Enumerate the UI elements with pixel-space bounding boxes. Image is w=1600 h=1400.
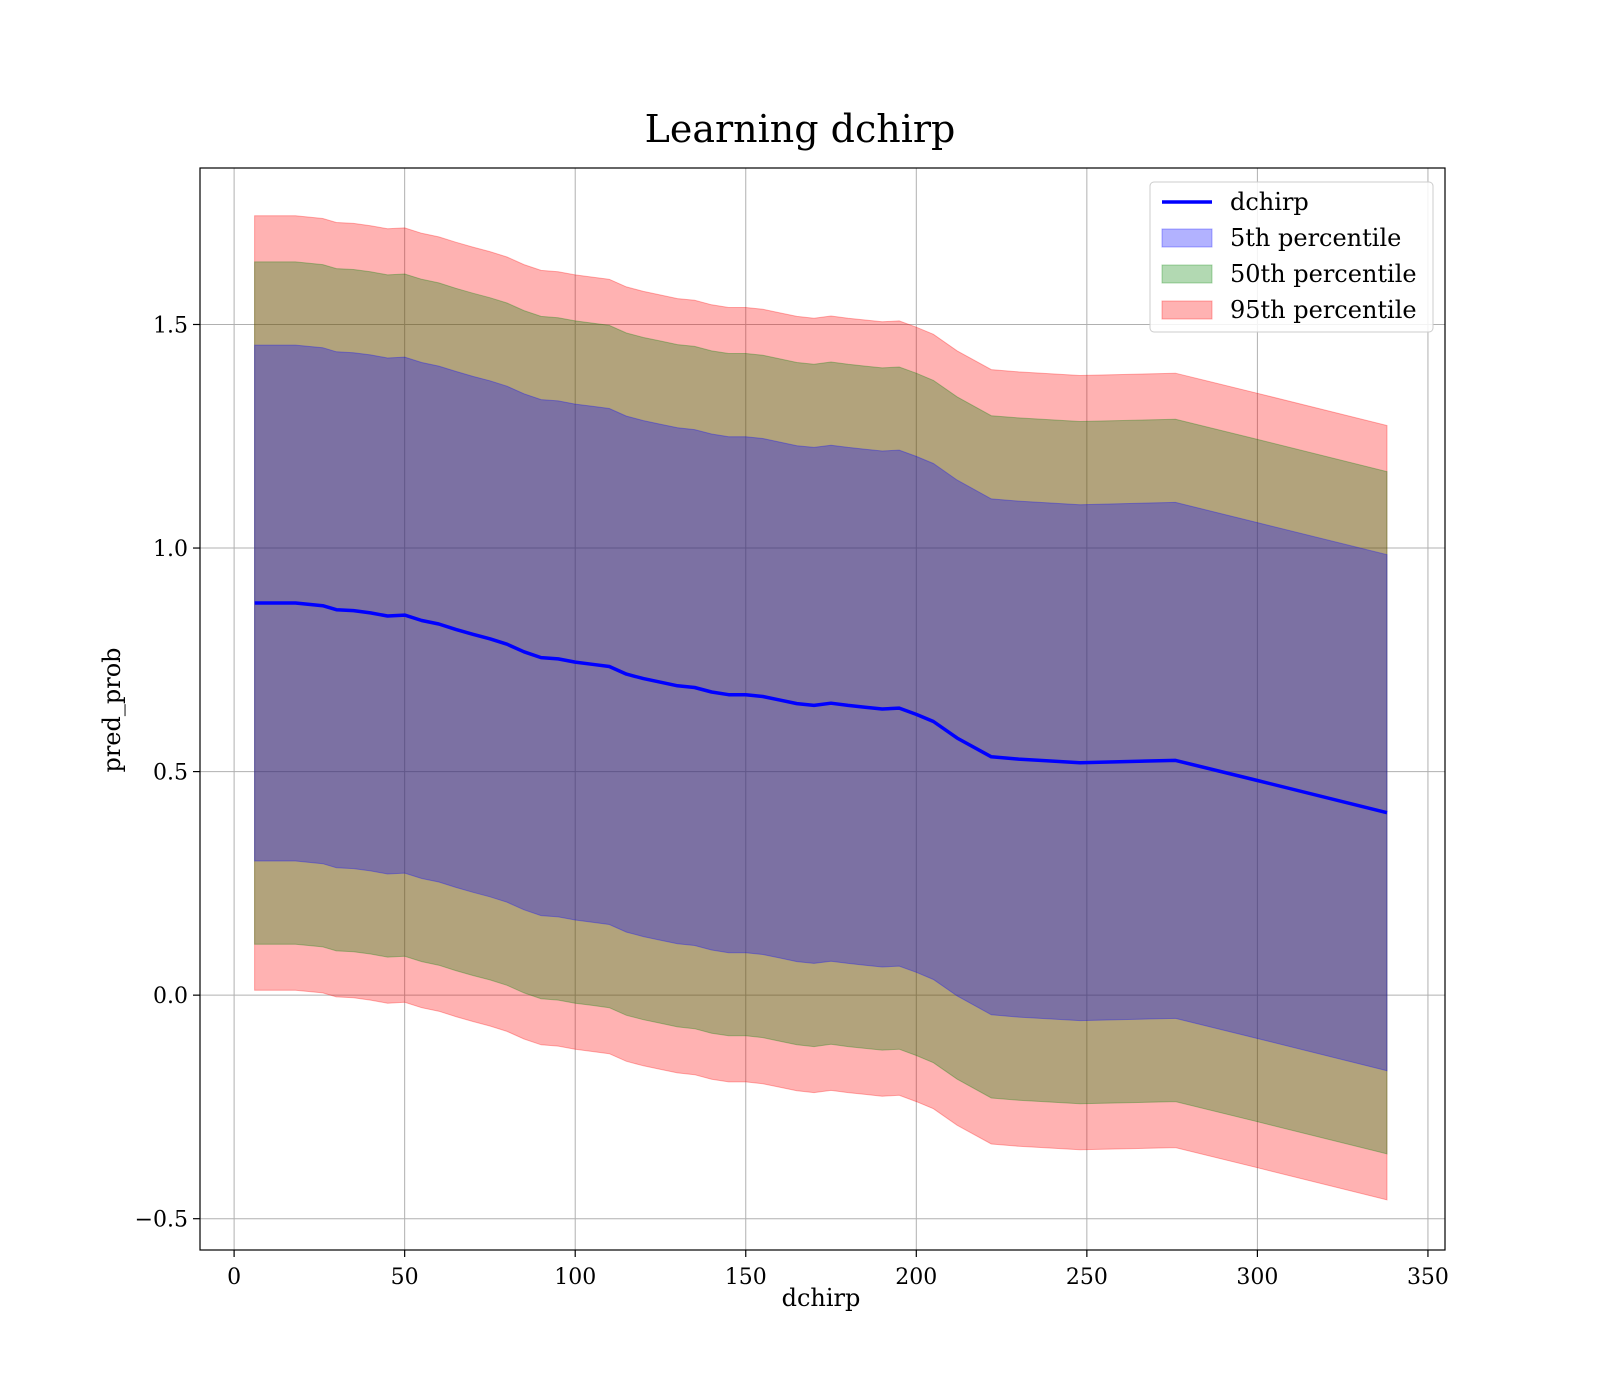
y-tick-label: 1.5	[153, 313, 188, 338]
percentile-bands	[254, 215, 1388, 1201]
axis-ticks: 0 50 100 150 200 250 300 350 −0.5 0.0 0.5 1.0 1.5	[135, 313, 1449, 1290]
x-tick-label: 100	[554, 1265, 596, 1290]
x-tick-label: 250	[1066, 1265, 1108, 1290]
legend: dchirp 5th percentile 50th percentile 95th …	[1149, 181, 1434, 333]
x-tick-label: 200	[895, 1265, 937, 1290]
x-tick-label: 0	[227, 1265, 241, 1290]
y-tick-label: 0.5	[153, 761, 188, 786]
legend-box	[1149, 181, 1434, 333]
band-5th-percentile	[254, 344, 1388, 1072]
y-axis-label: pred_prob	[98, 647, 126, 772]
legend-label: 5th percentile	[1230, 224, 1401, 252]
grid	[200, 168, 1445, 1250]
legend-swatch-patch	[1161, 300, 1213, 320]
x-tick-label: 300	[1236, 1265, 1278, 1290]
x-tick-label: 50	[391, 1265, 419, 1290]
legend-label: 95th percentile	[1230, 296, 1417, 324]
series-lines	[254, 601, 1388, 815]
plot-frame	[199, 167, 1446, 1251]
legend-label: dchirp	[1230, 188, 1309, 216]
y-tick-label: 1.0	[153, 537, 188, 562]
x-axis-label: dchirp	[782, 1284, 861, 1312]
legend-swatch-patch	[1161, 228, 1213, 248]
y-tick-label: 0.0	[153, 984, 188, 1009]
x-tick-label: 350	[1407, 1265, 1449, 1290]
y-tick-label: −0.5	[135, 1208, 188, 1233]
x-tick-label: 150	[725, 1265, 767, 1290]
band-50th-percentile	[254, 261, 1388, 1155]
band-95th-percentile	[254, 215, 1388, 1201]
series-line-dchirp	[254, 601, 1388, 815]
legend-swatch-patch	[1161, 264, 1213, 284]
legend-label: 50th percentile	[1230, 260, 1417, 288]
chart-title: Learning dchirp	[645, 107, 956, 151]
